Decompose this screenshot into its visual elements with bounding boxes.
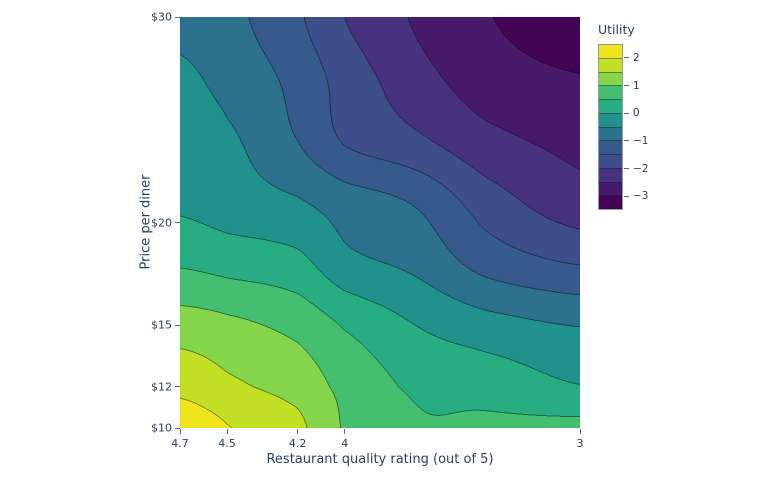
y-tick-label: $30 <box>151 10 172 24</box>
colorbar-tick-mark <box>624 168 629 169</box>
x-tick-mark <box>344 429 346 434</box>
colorbar-block <box>599 57 622 72</box>
y-tick-label: $20 <box>151 216 172 229</box>
colorbar-tick-label: 0 <box>633 106 640 119</box>
colorbar-block <box>599 45 622 58</box>
colorbar-block <box>599 181 622 196</box>
y-tick-mark <box>175 16 180 18</box>
x-tick-mark <box>297 429 299 434</box>
colorbar-tick-label: −1 <box>633 134 649 147</box>
colorbar-tick-mark <box>624 140 629 142</box>
colorbar-title: Utility <box>598 22 635 37</box>
x-tick-mark <box>579 429 581 434</box>
x-tick-label: 3 <box>576 437 584 450</box>
y-tick-label: $12 <box>151 380 172 394</box>
colorbar-tick-mark <box>624 195 629 197</box>
colorbar-block <box>599 167 622 182</box>
y-tick-mark <box>175 427 180 429</box>
x-tick-label: 4.5 <box>218 437 236 450</box>
y-tick-label: $10 <box>151 421 172 435</box>
colorbar-tick-mark <box>624 112 629 114</box>
colorbar-tick-label: 1 <box>633 79 640 92</box>
colorbar-block <box>599 126 622 141</box>
x-tick-label: 4.2 <box>288 437 307 450</box>
x-tick-label: 4 <box>341 437 349 450</box>
x-tick-mark <box>179 429 181 434</box>
colorbar-block <box>599 195 622 209</box>
colorbar-tick-label: −3 <box>633 189 649 202</box>
colorbar-block <box>599 140 622 154</box>
colorbar <box>598 44 623 210</box>
colorbar-block <box>599 99 622 113</box>
x-tick-label: 4.7 <box>171 437 189 450</box>
colorbar-tick-label: −2 <box>633 162 649 175</box>
colorbar-block <box>599 71 622 86</box>
colorbar-tick-mark <box>624 85 629 86</box>
colorbar-block <box>599 85 622 99</box>
colorbar-tick-label: 2 <box>633 51 640 64</box>
colorbar-block <box>599 154 622 168</box>
colorbar-block <box>599 112 622 127</box>
contour-plot-canvas[interactable] <box>180 17 580 428</box>
y-tick-mark <box>175 324 180 326</box>
x-tick-mark <box>226 429 228 434</box>
y-tick-mark <box>175 386 180 388</box>
y-tick-mark <box>175 222 180 223</box>
x-axis-title: Restaurant quality rating (out of 5) <box>266 452 494 467</box>
y-tick-label: $15 <box>151 318 172 332</box>
colorbar-tick-mark <box>624 57 629 59</box>
